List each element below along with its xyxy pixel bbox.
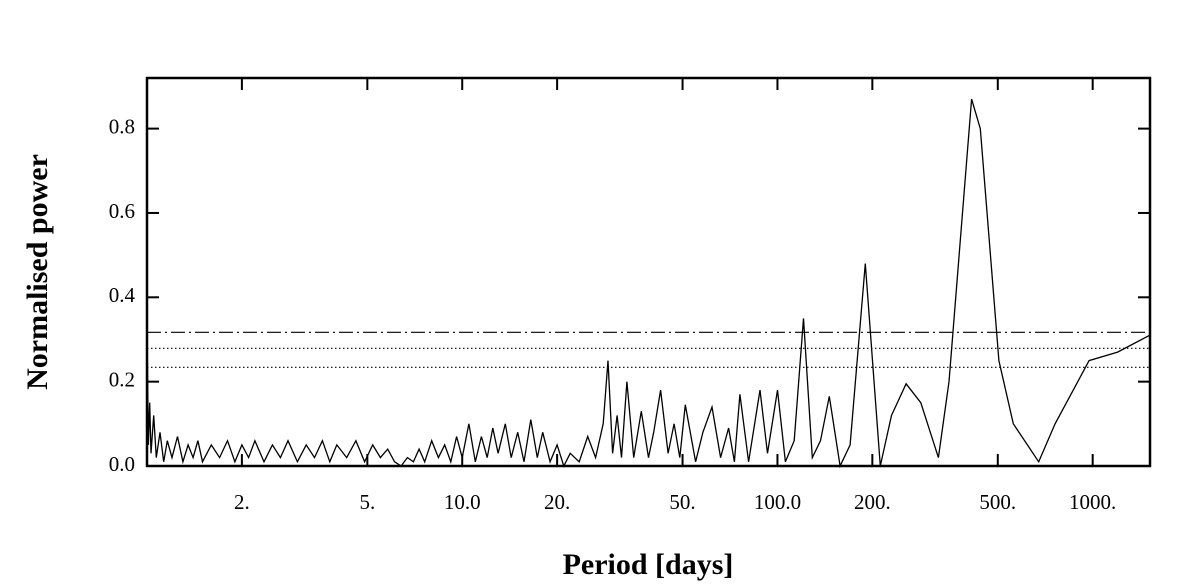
x-tick-label: 200. xyxy=(854,490,891,514)
y-tick-label: 0.4 xyxy=(109,283,136,307)
power-line xyxy=(146,98,1150,469)
x-tick-label: 1000. xyxy=(1069,490,1116,514)
x-tick-label: 100.0 xyxy=(754,490,801,514)
x-axis-label: Period [days] xyxy=(563,548,734,581)
x-tick-label: 20. xyxy=(544,490,570,514)
x-tick-label: 2. xyxy=(234,490,250,514)
y-tick-label: 0.2 xyxy=(109,367,135,391)
x-tick-label: 50. xyxy=(669,490,695,514)
y-tick-label: 0.6 xyxy=(109,199,135,223)
y-tick-label: 0.8 xyxy=(109,114,135,138)
y-tick-label: 0.0 xyxy=(109,452,135,476)
x-tick-label: 500. xyxy=(979,490,1016,514)
x-tick-label: 5. xyxy=(359,490,375,514)
y-axis-label: Normalised power xyxy=(21,154,54,390)
plot-frame xyxy=(145,76,1152,468)
x-tick-label: 10.0 xyxy=(444,490,481,514)
